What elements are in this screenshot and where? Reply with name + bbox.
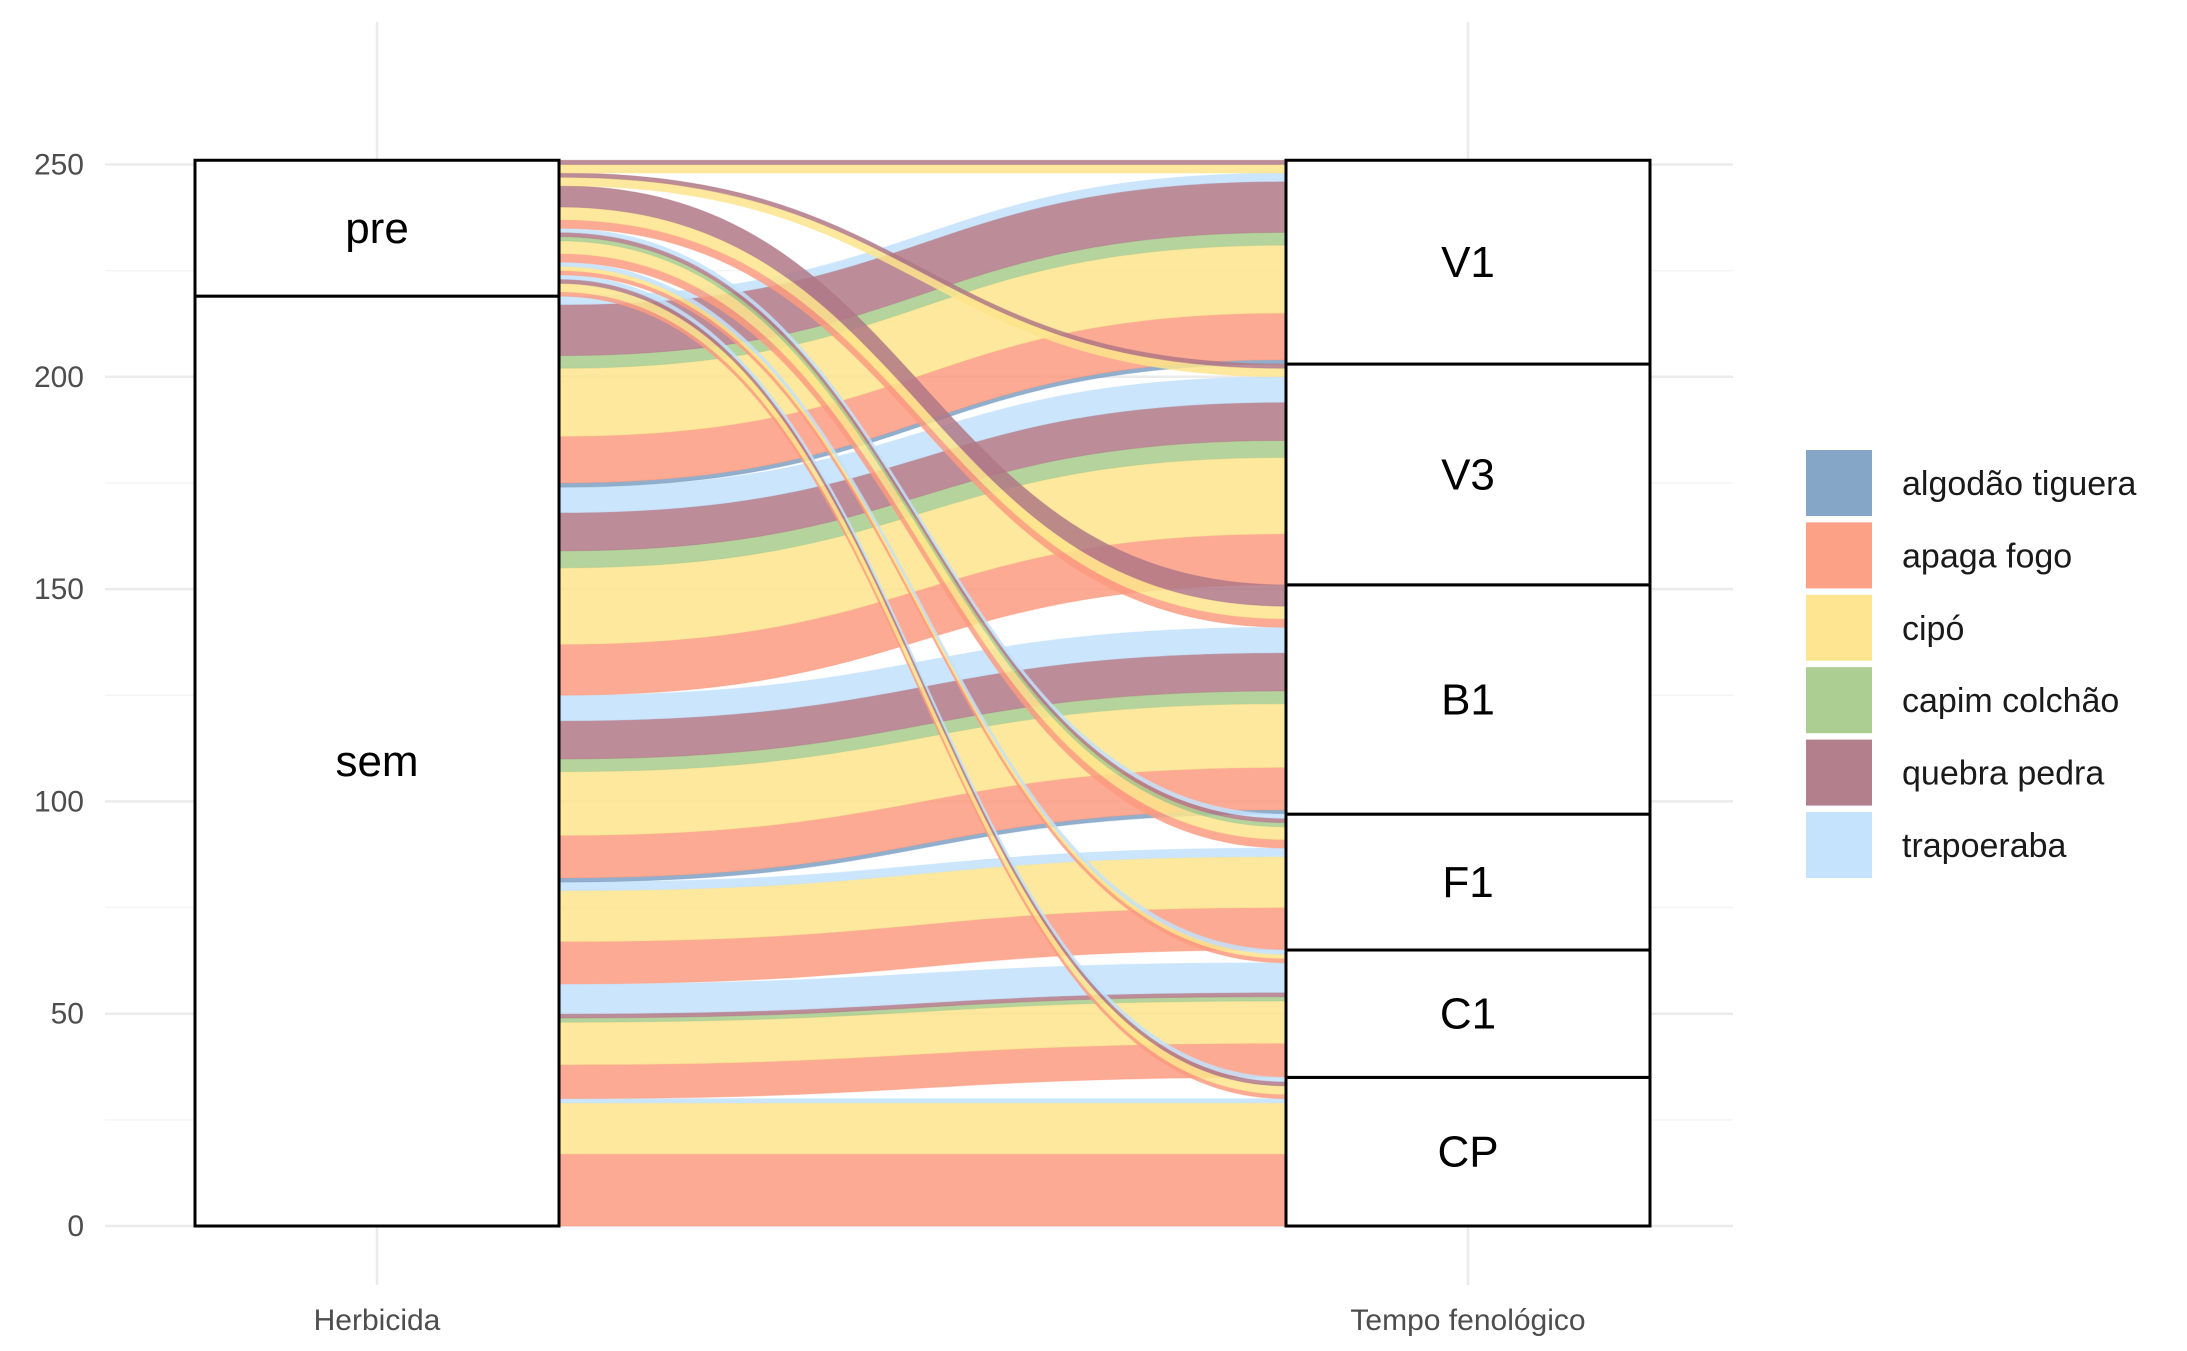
strata: sem pre CP C1 F1 B1 V3 V1 <box>193 158 1652 1228</box>
flow-sem-cp-apaga-fogo <box>558 1153 1287 1227</box>
stratum-label-cp: CP <box>1437 1128 1498 1177</box>
legend-label-algodao-tiguera: algodão tiguera <box>1902 465 2137 503</box>
legend-label-trapoeraba: trapoeraba <box>1902 827 2067 865</box>
flow-sem-cp-trapoeraba <box>558 1098 1287 1104</box>
stratum-pre <box>193 158 561 298</box>
stratum-label-b1: B1 <box>1441 675 1495 724</box>
stratum-label-f1: F1 <box>1442 858 1493 907</box>
stratum-label-v3: V3 <box>1441 450 1495 499</box>
legend-swatch-capim-colchao <box>1806 667 1872 734</box>
stratum-label-v1: V1 <box>1441 238 1495 287</box>
stratum-v3 <box>1284 362 1652 587</box>
legend-swatch-trapoeraba <box>1806 812 1872 878</box>
y-tick-label: 50 <box>51 998 84 1031</box>
stratum-label-pre: pre <box>345 204 409 253</box>
y-tick-label: 150 <box>34 573 84 606</box>
legend-swatch-quebra-pedra <box>1806 739 1872 806</box>
stratum-label-c1: C1 <box>1440 990 1496 1039</box>
stratum-b1 <box>1284 583 1652 816</box>
legend-label-cipo: cipó <box>1902 610 1964 648</box>
stratum-label-sem: sem <box>335 737 418 786</box>
flow-pre-v1-quebra-pedra <box>558 159 1287 166</box>
legend-label-apaga-fogo: apaga fogo <box>1902 537 2072 575</box>
y-tick-label: 100 <box>34 785 84 818</box>
legend-swatch-apaga-fogo <box>1806 522 1872 589</box>
y-axis-ticks: 0 50 100 150 200 250 <box>34 149 84 1244</box>
legend-swatch-cipo <box>1806 594 1872 661</box>
stratum-cp <box>1284 1075 1652 1228</box>
stratum-sem <box>193 294 561 1228</box>
y-tick-label: 200 <box>34 361 84 394</box>
stratum-v1 <box>1284 158 1652 366</box>
stratum-f1 <box>1284 812 1652 952</box>
y-tick-label: 0 <box>67 1210 84 1243</box>
flow-pre-v1-cipo <box>558 163 1287 174</box>
legend-label-quebra-pedra: quebra pedra <box>1902 755 2104 793</box>
axis-label-tempo-fenologico: Tempo fenológico <box>1350 1304 1585 1337</box>
legend-label-capim-colchao: capim colchão <box>1902 682 2119 720</box>
axis-label-herbicida: Herbicida <box>314 1304 441 1337</box>
stratum-c1 <box>1284 948 1652 1079</box>
x-axis: Herbicida Tempo fenológico <box>314 1304 1586 1337</box>
flows <box>558 159 1287 1227</box>
flow-sem-cp-cipo <box>558 1102 1287 1155</box>
legend-swatch-algodao-tiguera <box>1806 450 1872 516</box>
legend: algodão tiguera apaga fogo cipó capim colch… <box>1806 450 2137 878</box>
y-tick-label: 250 <box>34 149 84 182</box>
